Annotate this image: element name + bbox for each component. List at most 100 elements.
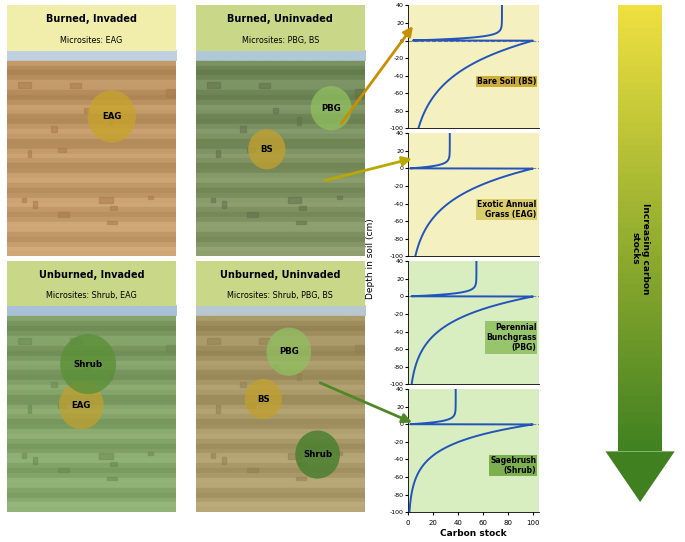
Bar xyxy=(7,90,176,95)
Polygon shape xyxy=(618,117,662,122)
Polygon shape xyxy=(618,251,662,256)
Bar xyxy=(7,237,176,242)
Polygon shape xyxy=(618,134,662,139)
Bar xyxy=(7,129,176,134)
Bar xyxy=(7,409,176,414)
Polygon shape xyxy=(618,122,662,128)
FancyBboxPatch shape xyxy=(196,5,365,50)
Bar xyxy=(196,360,365,365)
Bar xyxy=(196,370,365,375)
Text: Exotic Annual
Grass (EAG): Exotic Annual Grass (EAG) xyxy=(477,200,536,220)
Bar xyxy=(336,196,342,199)
Polygon shape xyxy=(618,67,662,72)
Bar xyxy=(7,326,176,331)
Bar xyxy=(196,331,365,336)
Polygon shape xyxy=(618,228,662,234)
Bar xyxy=(7,434,176,439)
Bar xyxy=(196,326,365,331)
Bar xyxy=(196,409,365,414)
Polygon shape xyxy=(618,440,662,446)
Polygon shape xyxy=(618,212,662,217)
Bar xyxy=(7,502,176,507)
Polygon shape xyxy=(618,245,662,251)
Text: Microsites: PBG, BS: Microsites: PBG, BS xyxy=(242,36,319,44)
Bar xyxy=(196,483,365,488)
Bar xyxy=(222,201,226,208)
Bar xyxy=(84,108,90,113)
Polygon shape xyxy=(618,429,662,435)
Bar xyxy=(355,89,364,96)
Bar xyxy=(7,351,176,356)
Bar xyxy=(27,150,32,157)
Bar xyxy=(196,90,365,95)
FancyBboxPatch shape xyxy=(196,261,365,306)
Bar xyxy=(7,217,176,222)
Bar xyxy=(196,149,365,153)
Bar xyxy=(7,498,176,502)
Bar xyxy=(196,346,365,351)
Polygon shape xyxy=(618,106,662,111)
Polygon shape xyxy=(606,451,675,502)
Bar xyxy=(196,232,365,237)
Bar xyxy=(166,345,175,352)
Bar xyxy=(196,188,365,193)
Bar xyxy=(7,222,176,227)
Bar xyxy=(7,370,176,375)
Polygon shape xyxy=(618,39,662,44)
Polygon shape xyxy=(618,312,662,318)
Ellipse shape xyxy=(59,381,103,429)
Bar xyxy=(273,108,278,113)
Polygon shape xyxy=(618,173,662,178)
Bar xyxy=(58,212,68,217)
Bar xyxy=(7,444,176,449)
Bar xyxy=(7,317,176,321)
Bar xyxy=(7,158,176,163)
Bar xyxy=(7,139,176,144)
Bar xyxy=(7,399,176,404)
Bar xyxy=(7,208,176,212)
Bar xyxy=(7,375,176,380)
Bar xyxy=(196,399,365,404)
Polygon shape xyxy=(618,89,662,95)
Bar xyxy=(196,493,365,498)
Bar xyxy=(7,70,176,75)
Bar xyxy=(7,459,176,463)
Text: Increasing carbon
stocks: Increasing carbon stocks xyxy=(630,203,650,294)
Bar xyxy=(196,463,365,468)
Bar xyxy=(259,338,270,344)
Text: Shrub: Shrub xyxy=(73,359,103,369)
Bar xyxy=(196,341,365,346)
Polygon shape xyxy=(618,83,662,89)
Bar xyxy=(196,168,365,173)
Bar xyxy=(7,360,176,365)
Bar xyxy=(7,242,176,247)
Bar xyxy=(7,105,176,109)
Bar xyxy=(58,404,66,408)
Polygon shape xyxy=(618,418,662,423)
Bar xyxy=(196,488,365,493)
Text: PBG: PBG xyxy=(279,347,299,356)
Bar xyxy=(196,203,365,208)
Bar xyxy=(7,198,176,203)
Polygon shape xyxy=(618,401,662,407)
Ellipse shape xyxy=(266,327,311,376)
Polygon shape xyxy=(618,368,662,373)
Ellipse shape xyxy=(88,91,136,143)
Bar xyxy=(7,473,176,478)
Bar xyxy=(7,429,176,434)
Bar xyxy=(7,463,176,468)
Bar xyxy=(18,338,31,344)
Ellipse shape xyxy=(60,334,116,394)
Polygon shape xyxy=(618,78,662,83)
Bar xyxy=(34,201,37,208)
Bar xyxy=(7,507,176,512)
Bar xyxy=(7,449,176,454)
Bar xyxy=(7,424,176,429)
Ellipse shape xyxy=(295,430,340,479)
Bar xyxy=(196,375,365,380)
Polygon shape xyxy=(618,28,662,33)
Bar xyxy=(7,227,176,232)
Bar xyxy=(196,385,365,390)
Polygon shape xyxy=(618,273,662,279)
Bar xyxy=(27,405,32,412)
